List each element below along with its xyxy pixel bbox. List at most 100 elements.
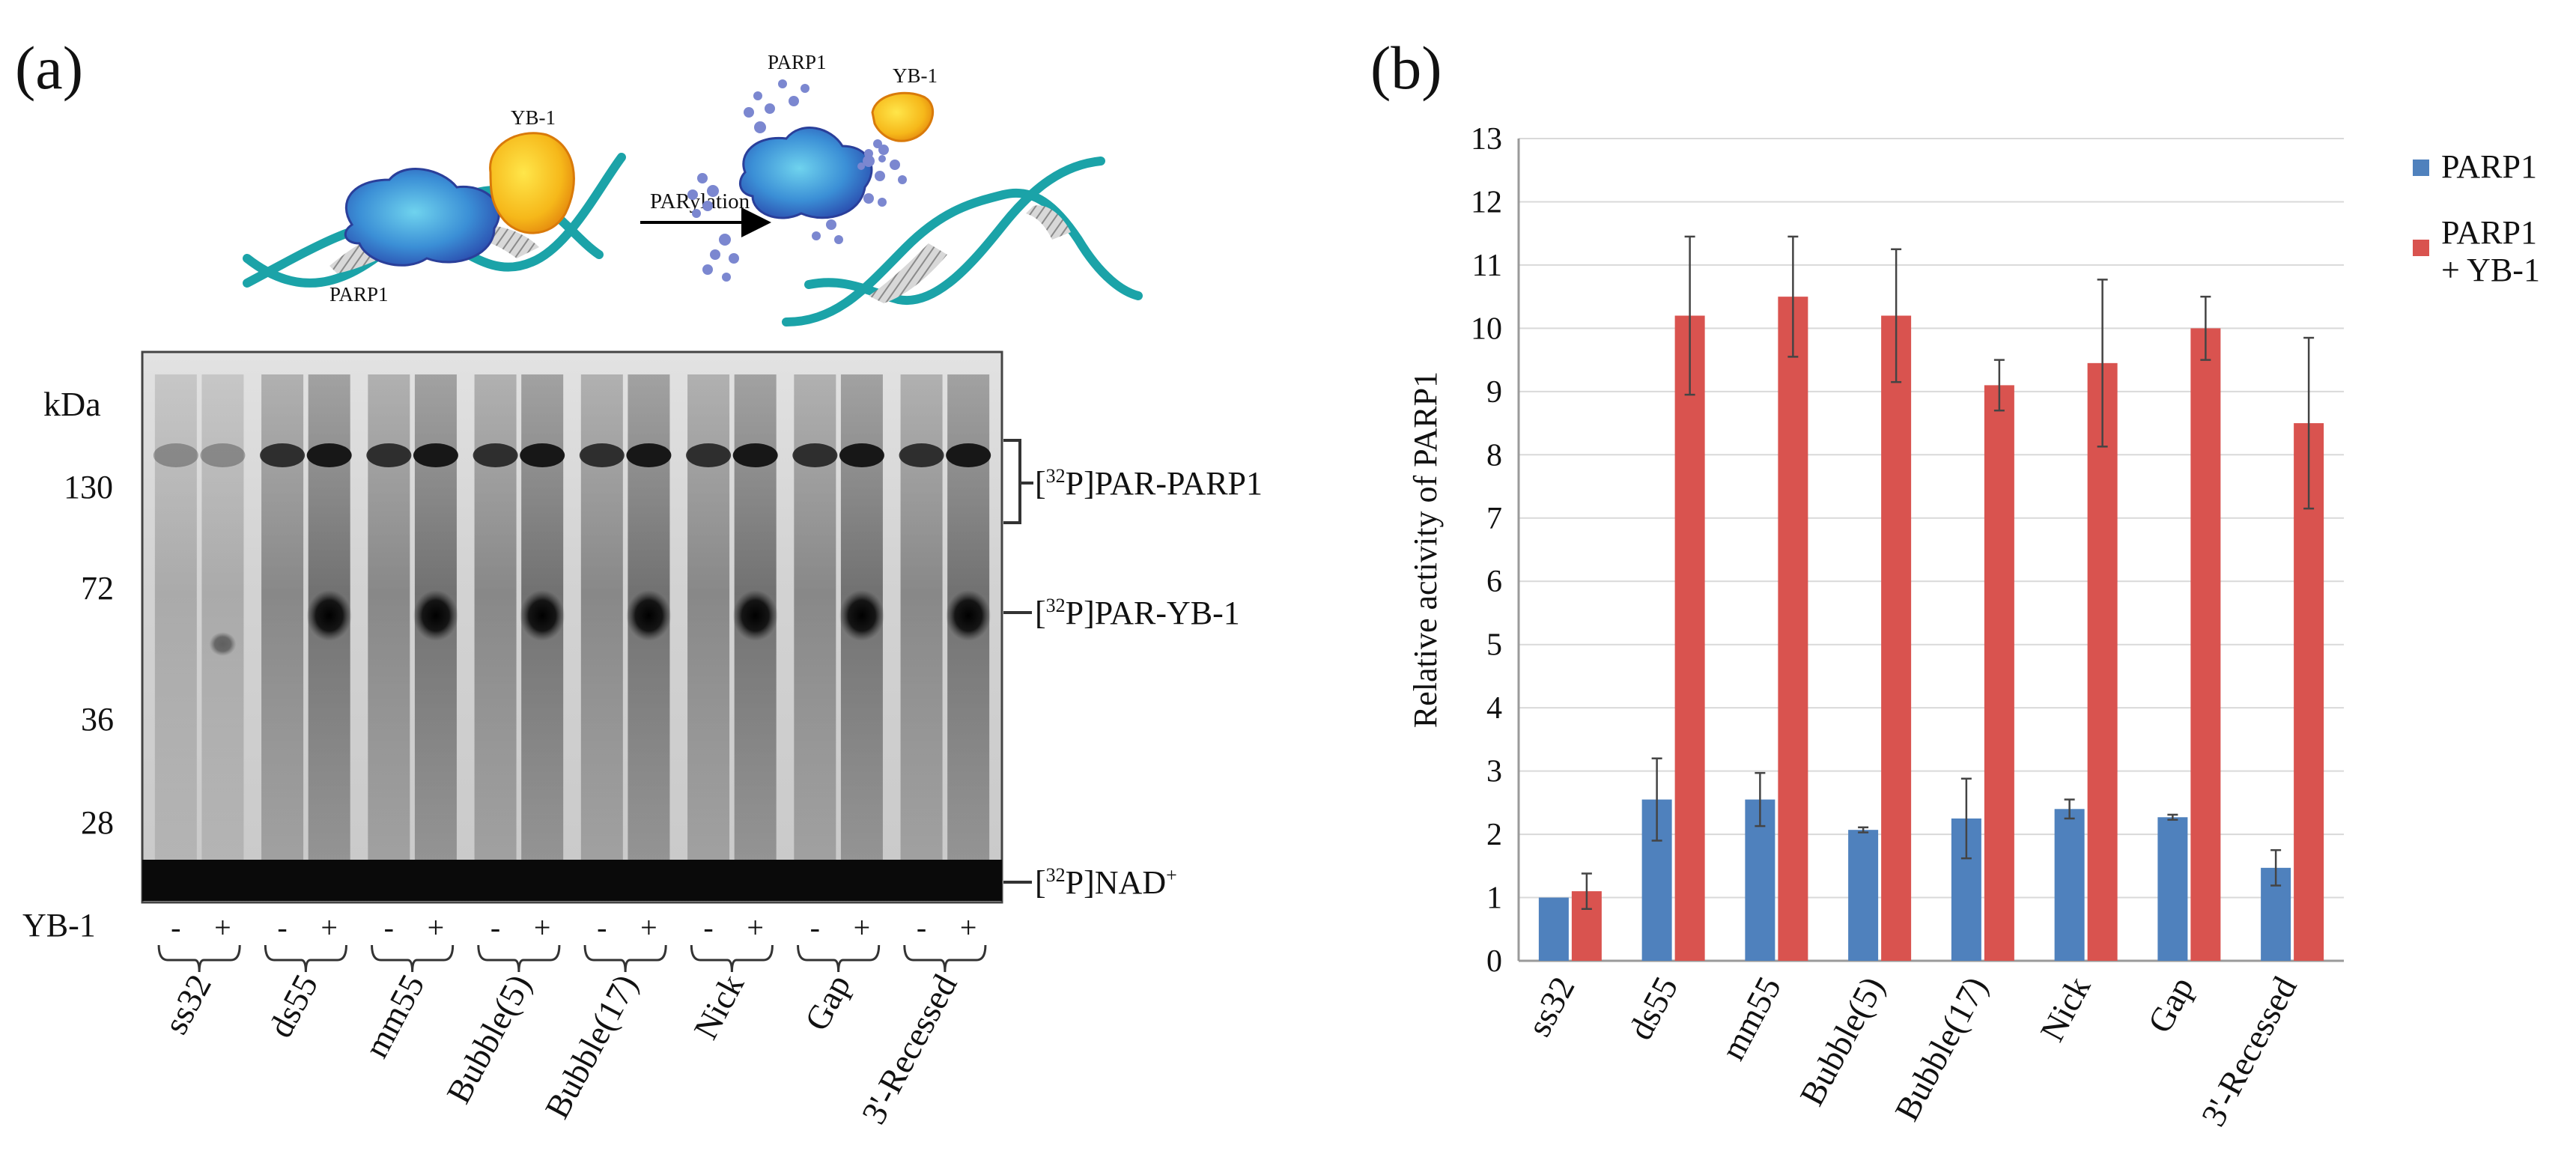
lane-sign: -: [810, 911, 820, 944]
lane-pair-brace: [903, 944, 987, 973]
parp1-band: [413, 443, 458, 467]
x-tick-labels: ss32 ds55 mm55 Bubble(5)Bubble(17) Nick Gap3'…: [1519, 971, 2304, 1132]
sample-label: ds55: [261, 968, 325, 1044]
parylated-parp1-icon: [738, 127, 873, 219]
sample-labels: ss32 ds55 mm55 Bubble(5)Bubble(17) Nick Gap3'…: [157, 968, 965, 1130]
y-tick-label: 12: [1471, 185, 1502, 219]
chart-bars: [1538, 297, 2324, 962]
parp1-band: [200, 443, 246, 467]
parp1-band: [946, 443, 991, 467]
parp1-band: [686, 443, 732, 467]
lane-sign: -: [703, 911, 713, 944]
dna-duplex-right-icon: [782, 157, 1143, 327]
sample-label: Gap: [798, 968, 858, 1037]
legend-swatch-parp1: [2413, 160, 2429, 176]
lane-pair-brace: [371, 944, 455, 973]
parp1-band: [732, 443, 778, 467]
yb1-band: [413, 590, 458, 641]
parp1-band: [260, 443, 306, 467]
lane-sign: +: [534, 911, 551, 944]
x-tick-label: Bubble(17): [1887, 971, 1994, 1127]
legend-label-line-1: PARP1: [2441, 214, 2537, 251]
parp1-band: [306, 443, 352, 467]
x-tick-label: Gap: [2140, 971, 2201, 1039]
x-tick-label: ss32: [1519, 971, 1582, 1042]
lane-sign: +: [321, 911, 338, 944]
lane-smear: [154, 374, 197, 861]
nad-front-band: [142, 860, 1002, 901]
bar-parp1-yb1: [1984, 385, 2014, 961]
arrow-label-parylation: PARylation: [650, 189, 750, 213]
y-tick-label: 13: [1471, 122, 1502, 157]
schematic-label-yb1-product: YB-1: [893, 64, 938, 87]
y-tick-label: 0: [1486, 944, 1502, 979]
gel-lanes: [153, 374, 991, 861]
y-tick-label: 11: [1472, 249, 1502, 283]
bracket-par-parp1: [1003, 439, 1021, 524]
bar-parp1-yb1: [1778, 297, 1808, 962]
parp1-band: [579, 443, 625, 467]
lane-sign: -: [277, 911, 287, 944]
x-tick-label: 3'-Recessed: [2194, 971, 2304, 1132]
parp1-band: [626, 443, 672, 467]
sample-label: Bubble(17): [538, 968, 645, 1125]
marker-28: 28: [81, 804, 114, 841]
x-tick-label: Nick: [2032, 971, 2097, 1048]
bar-parp1: [2157, 817, 2188, 961]
x-tick-label: mm55: [1713, 971, 1788, 1066]
schematic-label-parp1-product: PARP1: [768, 51, 827, 73]
lane-signs: - + - + - + - + - + - + - + - +: [157, 911, 987, 973]
legend-label-line-2: + YB-1: [2441, 252, 2540, 288]
parp1-band: [792, 443, 838, 467]
lane-sign: +: [640, 911, 657, 944]
lane-pair-brace: [264, 944, 347, 973]
parp1-band: [153, 443, 198, 467]
lane-sign: -: [917, 911, 926, 944]
yb1-band: [306, 590, 352, 641]
yb1-band: [209, 632, 237, 656]
x-tick-label: ds55: [1621, 971, 1686, 1046]
yb1-par-chain-icon: [857, 139, 886, 170]
sample-label: mm55: [356, 968, 431, 1064]
gel-unit-label: kDa: [43, 385, 101, 423]
y-tick-label: 9: [1486, 375, 1502, 410]
gel-image: [141, 350, 1003, 904]
lane-sign: -: [597, 911, 607, 944]
lane-pair-brace: [157, 944, 241, 973]
band-annotations: [32P]PAR-PARP1 [32P]PAR-YB-1 [32P]NAD+: [1003, 439, 1263, 901]
band-label-nad: [32P]NAD+: [1035, 864, 1177, 901]
lane-pair-brace: [477, 944, 561, 973]
yb1-band: [626, 590, 672, 641]
y-tick-label: 8: [1486, 438, 1502, 473]
lane-smear: [201, 374, 244, 861]
yb1-protein-icon: [489, 132, 575, 234]
legend-label-parp1: PARP1: [2441, 148, 2537, 185]
yb1-band: [732, 590, 778, 641]
y-tick-label: 5: [1486, 628, 1502, 663]
sample-label: Bubble(5): [439, 968, 538, 1110]
parp1-band: [366, 443, 412, 467]
parp1-band: [899, 443, 944, 467]
sample-label: ss32: [157, 968, 219, 1040]
y-tick-label: 10: [1471, 312, 1502, 346]
schematic-label-yb1: YB-1: [511, 106, 556, 129]
par-chains-icon: [687, 79, 907, 282]
bar-parp1-yb1: [2294, 423, 2324, 961]
parp1-protein-icon: [344, 168, 500, 267]
yb1-band: [520, 590, 565, 641]
bar-parp1: [2054, 809, 2085, 961]
y-tick-label: 1: [1486, 881, 1502, 916]
y-tick-label: 7: [1486, 502, 1502, 536]
sample-label: Nick: [686, 968, 751, 1045]
bar-parp1: [1848, 830, 1879, 961]
bar-parp1-yb1: [1881, 315, 1912, 961]
lane-pair-brace: [583, 944, 667, 973]
panel-a-label: (a): [15, 34, 83, 102]
lane-sign: -: [171, 911, 180, 944]
band-label-par-yb1: [32P]PAR-YB-1: [1035, 595, 1240, 631]
lane-sign: -: [384, 911, 394, 944]
legend-label-parp1-yb1: PARP1 + YB-1: [2441, 214, 2540, 288]
sample-label: 3'-Recessed: [854, 968, 965, 1130]
